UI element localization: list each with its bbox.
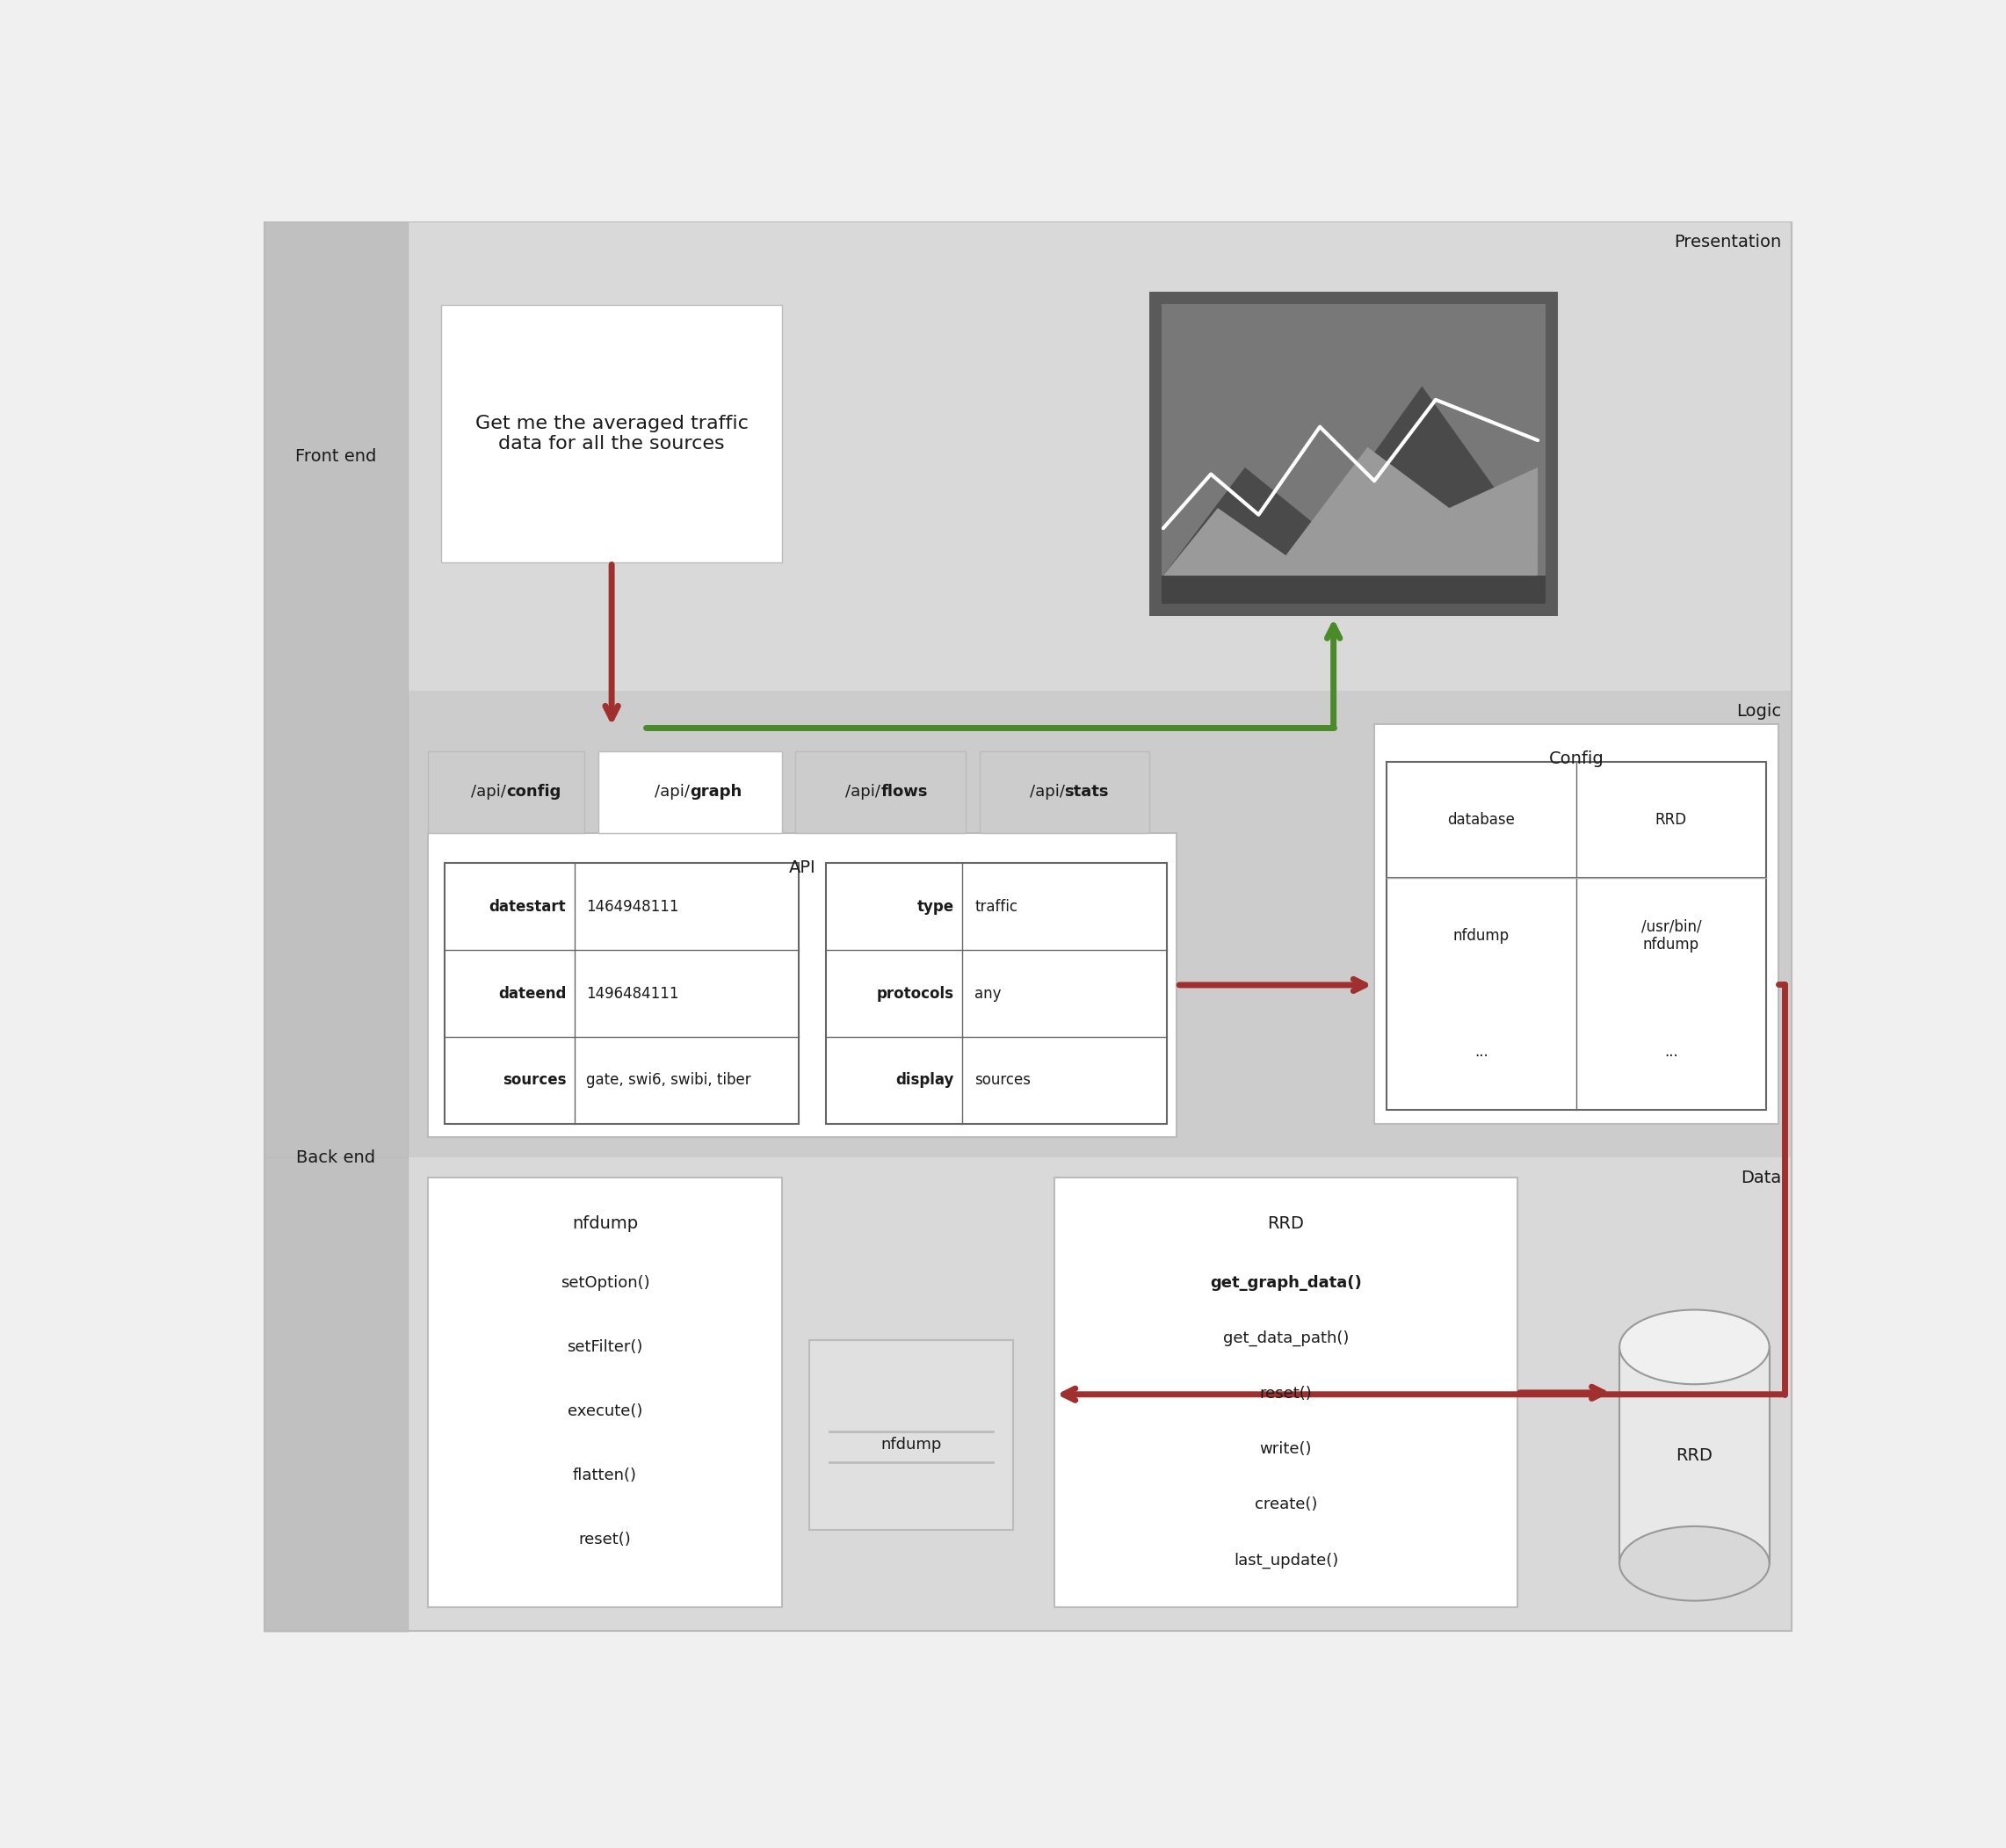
Text: display: display	[897, 1072, 955, 1088]
Text: Presentation: Presentation	[1675, 235, 1781, 251]
Bar	[1055, 1177, 1517, 1608]
Text: setFilter(): setFilter()	[568, 1340, 642, 1355]
Text: get_graph_data(): get_graph_data()	[1210, 1275, 1362, 1290]
Text: datestart: datestart	[489, 898, 566, 915]
Text: Front end: Front end	[295, 447, 377, 464]
Text: RRD: RRD	[1655, 811, 1687, 828]
Text: write(): write()	[1260, 1441, 1312, 1456]
Text: nfdump: nfdump	[881, 1436, 941, 1453]
Polygon shape	[1163, 386, 1539, 575]
Text: ...: ...	[1474, 1044, 1488, 1061]
Ellipse shape	[1619, 1526, 1769, 1600]
Text: sources: sources	[502, 1072, 566, 1088]
Bar	[265, 222, 407, 1632]
Text: flatten(): flatten()	[574, 1467, 638, 1484]
Text: graph: graph	[690, 784, 742, 800]
Text: 1464948111: 1464948111	[586, 898, 680, 915]
Text: reset(): reset()	[1260, 1386, 1312, 1401]
Bar	[441, 305, 782, 562]
Text: RRD: RRD	[1675, 1447, 1713, 1464]
Bar	[808, 1340, 1013, 1530]
Bar	[1161, 303, 1547, 578]
Text: RRD: RRD	[1268, 1214, 1304, 1233]
Text: 1496484111: 1496484111	[586, 985, 680, 1002]
Bar	[1149, 292, 1559, 615]
Text: ...: ...	[1665, 1044, 1677, 1061]
Text: create(): create()	[1254, 1497, 1318, 1512]
Bar	[265, 1157, 1791, 1632]
Bar	[796, 752, 965, 833]
Text: flows: flows	[881, 784, 927, 800]
Text: last_update(): last_update()	[1234, 1552, 1338, 1569]
Text: traffic: traffic	[975, 898, 1017, 915]
Text: config: config	[506, 784, 562, 800]
Text: /api/: /api/	[471, 784, 506, 800]
Text: /usr/bin/
nfdump: /usr/bin/ nfdump	[1641, 918, 1701, 954]
Text: stats: stats	[1065, 784, 1109, 800]
Text: Get me the averaged traffic
data for all the sources: Get me the averaged traffic data for all…	[475, 414, 748, 453]
Text: dateend: dateend	[497, 985, 566, 1002]
Text: Logic: Logic	[1737, 702, 1781, 719]
Text: protocols: protocols	[877, 985, 955, 1002]
Text: gate, swi6, swibi, tiber: gate, swi6, swibi, tiber	[586, 1072, 752, 1088]
Text: get_data_path(): get_data_path()	[1224, 1331, 1348, 1345]
Text: /api/: /api/	[845, 784, 881, 800]
Polygon shape	[1163, 447, 1539, 575]
Text: /api/: /api/	[654, 784, 690, 800]
Bar	[826, 863, 1167, 1124]
Text: Config: Config	[1549, 750, 1605, 767]
Text: nfdump: nfdump	[1452, 928, 1511, 944]
Bar	[265, 222, 1791, 691]
Bar	[1374, 724, 1777, 1124]
Bar	[427, 1177, 782, 1608]
Text: execute(): execute()	[568, 1403, 642, 1419]
Text: sources: sources	[975, 1072, 1031, 1088]
Bar	[1161, 575, 1547, 604]
Bar	[445, 863, 798, 1124]
Bar	[598, 752, 782, 833]
Text: setOption(): setOption()	[560, 1275, 650, 1290]
Text: any: any	[975, 985, 1001, 1002]
Bar	[427, 752, 584, 833]
Text: Back end: Back end	[297, 1149, 375, 1166]
Text: database: database	[1448, 811, 1515, 828]
Text: API: API	[788, 859, 816, 876]
Text: /api/: /api/	[1029, 784, 1065, 800]
Bar	[427, 833, 1178, 1137]
Bar	[1386, 761, 1765, 1111]
Text: type: type	[917, 898, 955, 915]
Text: Data: Data	[1741, 1170, 1781, 1186]
Ellipse shape	[1619, 1310, 1769, 1384]
Bar	[265, 691, 1791, 1157]
Text: nfdump: nfdump	[572, 1214, 638, 1233]
Bar	[979, 752, 1149, 833]
Text: reset(): reset()	[578, 1532, 632, 1549]
Bar	[1619, 1347, 1769, 1563]
